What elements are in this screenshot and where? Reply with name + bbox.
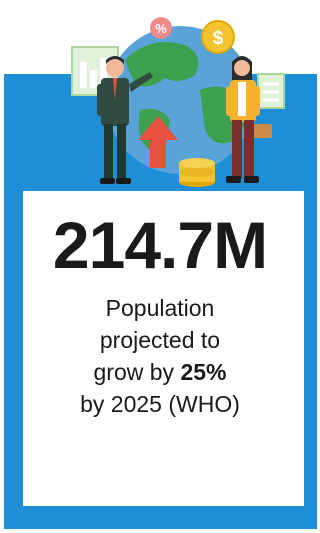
dollar-coin-icon: $: [201, 20, 235, 54]
businessman-figure: [97, 56, 153, 184]
caption-line-3: grow by 25%: [0, 356, 320, 388]
coin-stack-icon: [179, 158, 215, 187]
up-arrow-icon: [138, 116, 178, 168]
coin-symbol-text: $: [213, 28, 224, 49]
caption-line-3-prefix: grow by: [93, 359, 181, 385]
stat-value: 214.7M: [52, 208, 268, 282]
businesswoman-figure: [226, 56, 272, 183]
stat-caption: Population projected to grow by 25% by 2…: [0, 292, 320, 420]
percent-badge-text: %: [155, 21, 167, 36]
business-illustration: % $: [71, 17, 285, 187]
caption-line-4: by 2025 (WHO): [80, 391, 240, 417]
caption-line-1: Population: [105, 295, 215, 321]
caption-line-2: projected to: [99, 327, 221, 353]
growth-percent: 25%: [180, 359, 227, 385]
stat-card: [23, 191, 304, 506]
chart-board-icon: [257, 73, 285, 109]
percent-badge-icon: %: [150, 17, 172, 39]
